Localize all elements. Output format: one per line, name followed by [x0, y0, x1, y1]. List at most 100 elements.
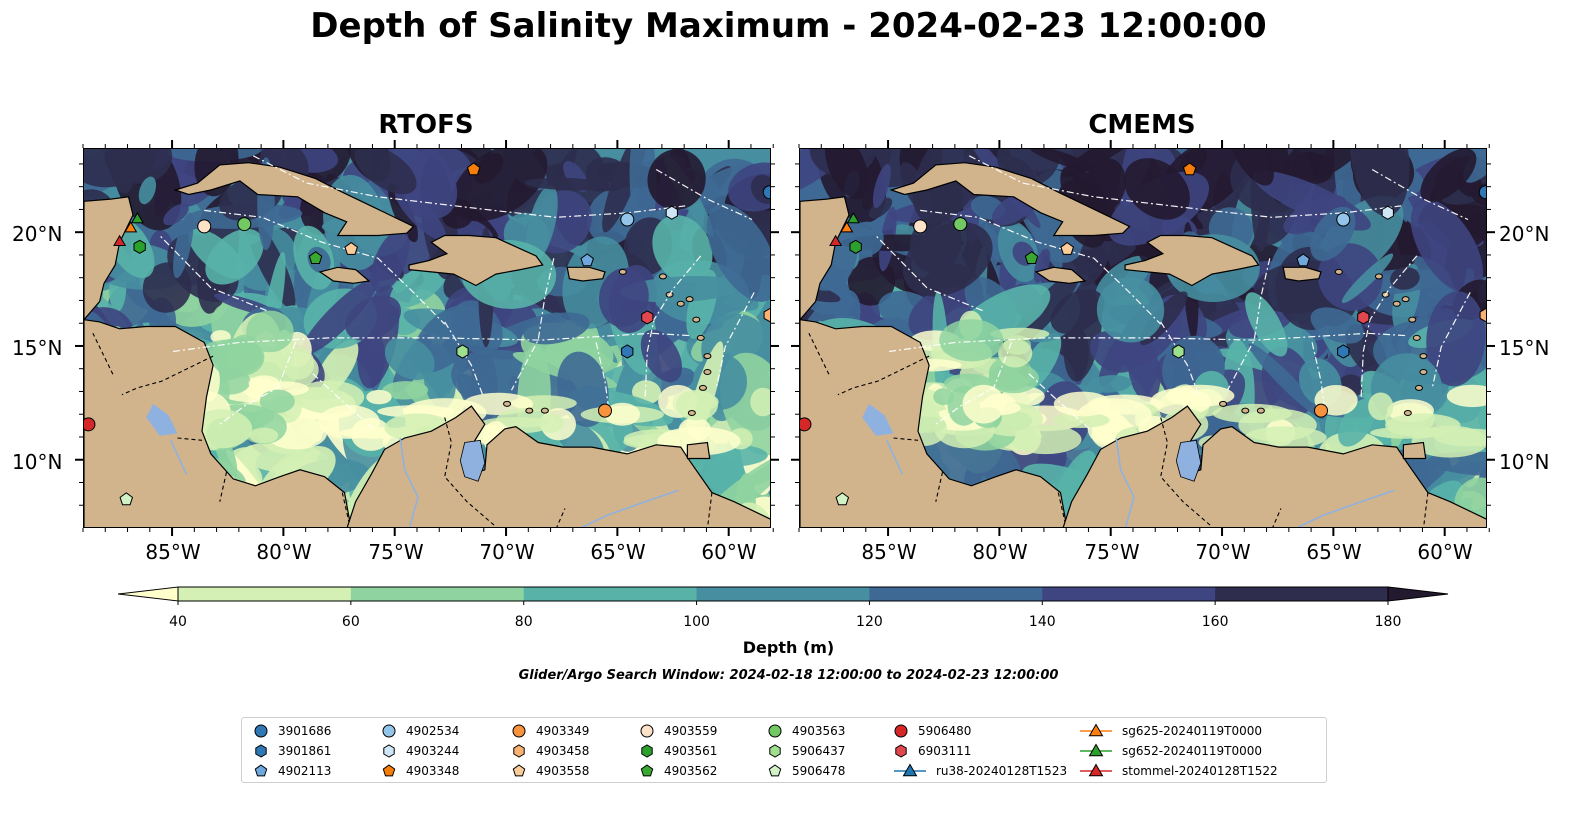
lat-label-15n: 15°N: [12, 336, 63, 360]
island: [1408, 316, 1417, 323]
lat-label-15n-right: 15°N: [1499, 336, 1550, 360]
legend-marker-icon: [895, 744, 907, 758]
marker-5906480: [800, 417, 812, 432]
legend-marker-icon: [254, 724, 268, 738]
lake-nicaragua: [862, 403, 894, 436]
lake-maracaibo: [1175, 439, 1202, 482]
legend-item: 4903562: [640, 761, 717, 781]
map-rtofs[interactable]: [83, 148, 771, 528]
observation-markers: [84, 162, 770, 506]
island: [685, 296, 694, 303]
colorbar-tick-label: 140: [1028, 614, 1056, 630]
lon-label-75w: 75°W: [368, 540, 424, 564]
legend-item: 4902534: [382, 721, 459, 741]
legend-symbol: [383, 744, 395, 758]
legend-marker-icon: [1080, 723, 1112, 737]
lon-label-65w: 65°W: [590, 540, 646, 564]
colorbar-tick-label: 40: [169, 614, 187, 630]
rivers: [170, 437, 679, 527]
legend-item: stommel-20240128T1522: [1080, 761, 1278, 781]
legend-item: 4902113: [254, 761, 331, 781]
marker-4903458: [763, 308, 770, 323]
marker-3901861: [1337, 344, 1350, 359]
lon-label-80w: 80°W: [256, 540, 312, 564]
land-centralAmerica: [800, 319, 1068, 527]
legend-symbol: [640, 764, 654, 777]
legend-item: 6903111: [894, 741, 971, 761]
legend-item: 4903348: [382, 761, 459, 781]
island: [525, 407, 534, 414]
legend-symbol: [768, 724, 782, 738]
legend-label: 5906437: [792, 744, 846, 758]
legend-marker-icon: [768, 764, 782, 777]
legend-label: ru38-20240128T1523: [936, 764, 1068, 778]
legend-item: 3901861: [254, 741, 331, 761]
colorbar-segment: [696, 587, 870, 601]
island: [618, 268, 627, 275]
island: [1374, 273, 1383, 280]
lat-label-10n-right: 10°N: [1499, 450, 1550, 474]
island: [703, 353, 712, 360]
island: [692, 316, 701, 323]
country-borders: [808, 333, 1429, 527]
colorbar-segment: [869, 587, 1043, 601]
colorbar-segment: [1042, 587, 1216, 601]
marker-4902113: [580, 253, 594, 267]
marker-4903348: [1182, 162, 1197, 176]
lat-label-20n: 20°N: [12, 222, 63, 246]
legend-symbol: [894, 724, 908, 738]
land-hispaniola: [408, 234, 544, 287]
marker-4903562: [308, 251, 323, 264]
legend-marker-icon: [255, 744, 267, 758]
legend-symbol: [641, 744, 653, 758]
legend-symbol: [512, 764, 526, 777]
land-yucatan: [800, 196, 850, 321]
legend-marker-icon: [513, 744, 525, 758]
legend-label: sg652-20240119T0000: [1122, 744, 1263, 758]
lon-label-60w-right: 60°W: [1417, 540, 1473, 564]
legend-symbol: [255, 744, 267, 758]
marker-5906480: [84, 417, 96, 432]
land-trinidad: [1402, 441, 1427, 460]
island: [1403, 409, 1412, 416]
legend-item: 4903349: [512, 721, 589, 741]
legend-label: 4903558: [536, 764, 590, 778]
legend-symbol: [382, 724, 396, 738]
legend-marker-icon: [640, 764, 654, 777]
marker-6903111: [641, 310, 654, 325]
legend-marker-icon: [383, 744, 395, 758]
observation-markers: [800, 162, 1486, 506]
legend-label: 4903561: [664, 744, 718, 758]
map-cmems[interactable]: [799, 148, 1487, 528]
legend-item: sg625-20240119T0000: [1080, 721, 1262, 741]
eez-boundaries: [159, 155, 755, 430]
eez-boundaries: [875, 155, 1471, 430]
marker-6903111: [1357, 310, 1370, 325]
legend-item: 4903458: [512, 741, 589, 761]
legend-marker-icon: [382, 764, 396, 777]
legend-symbol: [382, 764, 396, 777]
island: [1419, 353, 1428, 360]
rivers: [886, 437, 1395, 527]
marker-sg652-20240119T0000: [846, 211, 860, 224]
lake-nicaragua: [146, 403, 178, 436]
marker-4903349: [598, 403, 613, 418]
marker-4903558: [1060, 241, 1074, 255]
marker-4903349: [1314, 403, 1329, 418]
axis-ticks: [75, 140, 1495, 536]
land-centralAmerica: [84, 319, 352, 527]
island: [503, 400, 512, 407]
legend-label: stommel-20240128T1522: [1122, 764, 1278, 778]
legend-label: 5906478: [792, 764, 846, 778]
land-hispaniola: [1124, 234, 1260, 287]
marker-4903561: [849, 239, 862, 254]
legend-marker-icon: [894, 724, 908, 738]
lat-label-20n-right: 20°N: [1499, 222, 1550, 246]
island: [687, 409, 696, 416]
legend-symbol: [254, 724, 268, 738]
panel-title-rtofs: RTOFS: [378, 110, 474, 140]
marker-4903348: [466, 162, 481, 176]
legend-symbol: [513, 744, 525, 758]
marker-sg625-20240119T0000: [124, 221, 138, 233]
island: [658, 273, 667, 280]
